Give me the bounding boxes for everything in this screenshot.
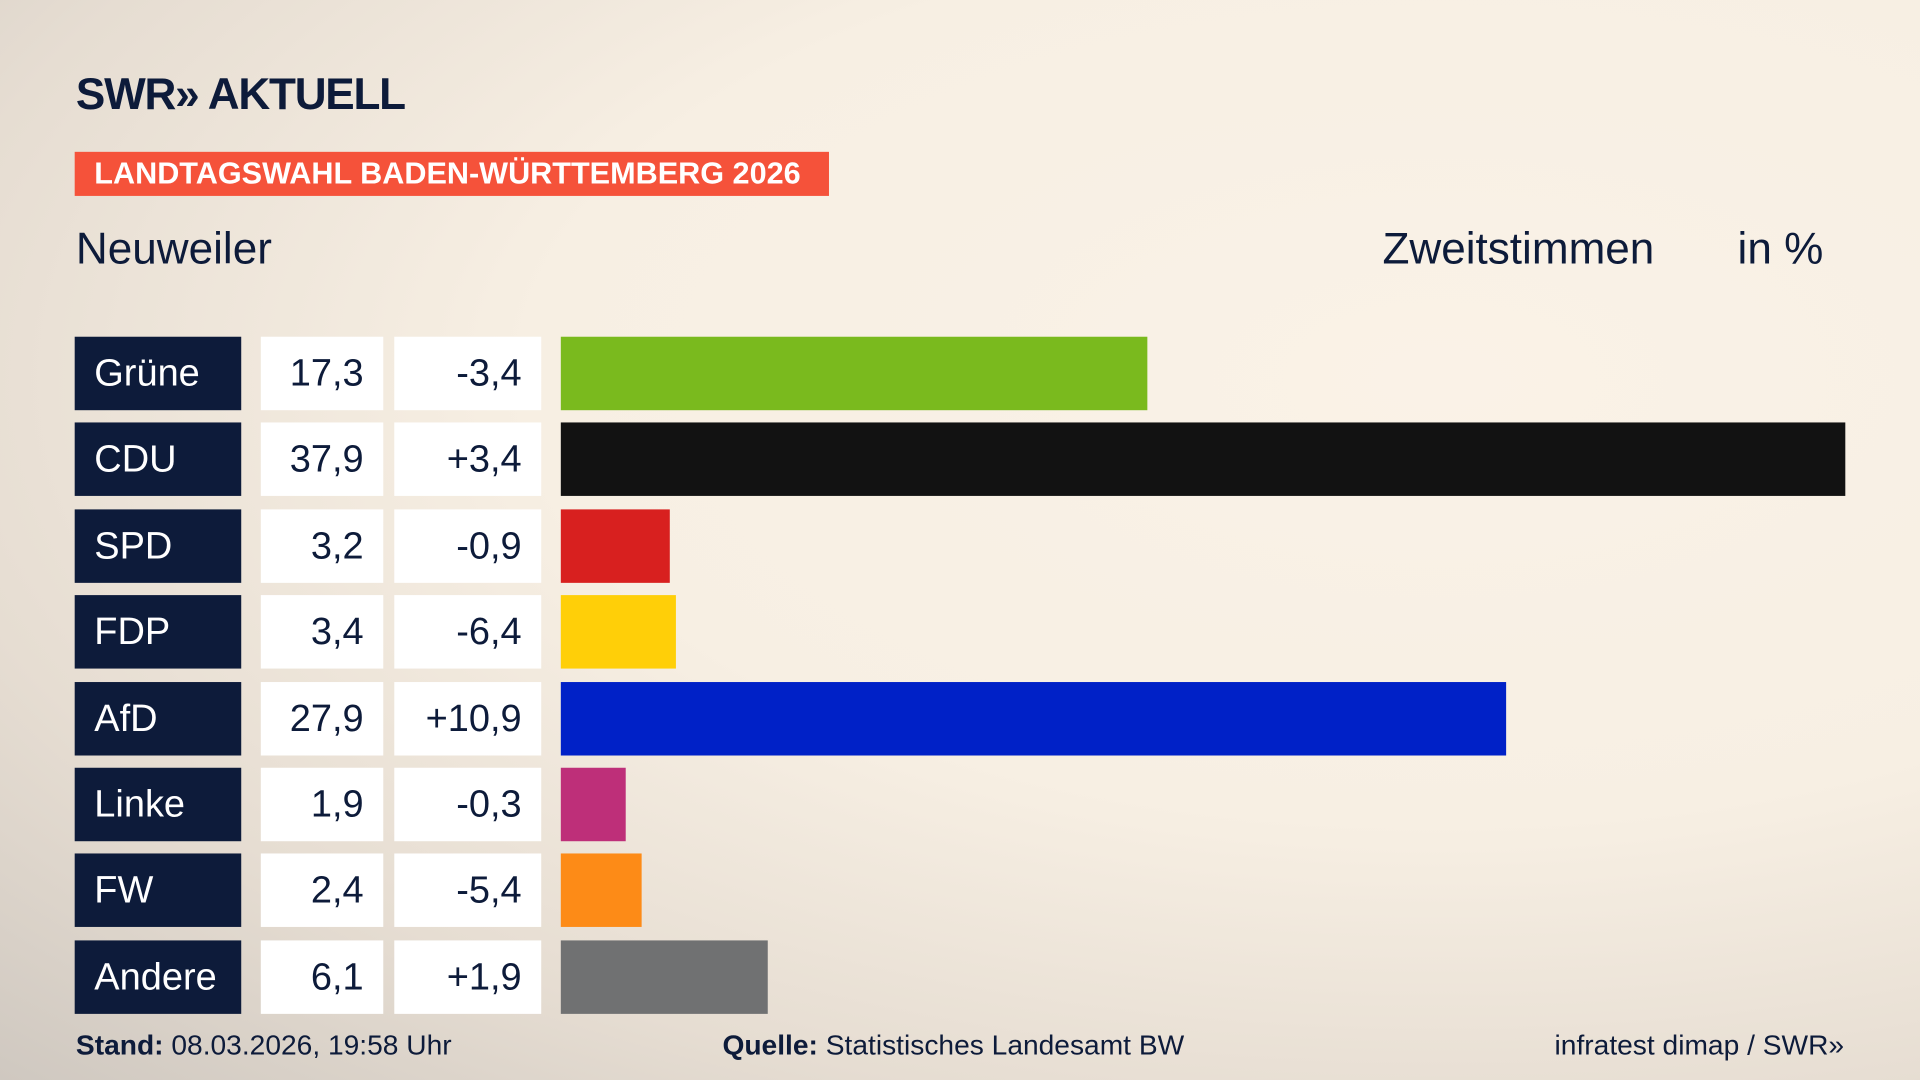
change-label: -5,4 — [394, 853, 542, 928]
bar-andere — [560, 940, 768, 1014]
value-label: 27,9 — [260, 681, 384, 756]
source-value: Statistisches Landesamt BW — [825, 1028, 1185, 1061]
value-label: 37,9 — [260, 422, 384, 497]
change-label: -3,4 — [394, 336, 542, 411]
party-label: Andere — [74, 940, 242, 1014]
bar-cdu — [560, 422, 1846, 497]
bar-linke — [560, 767, 626, 842]
unit-label: in % — [1737, 222, 1824, 274]
party-label: Grüne — [74, 336, 242, 411]
bar-afd — [560, 681, 1507, 756]
change-label: +10,9 — [394, 681, 542, 756]
source-label: Quelle: — [722, 1028, 818, 1061]
change-label: +3,4 — [394, 422, 542, 497]
election-title: LANDTAGSWAHL BADEN-WÜRTTEMBERG 2026 — [74, 151, 829, 196]
credit: infratest dimap / SWR» — [1554, 1028, 1845, 1061]
source: Quelle: Statistisches Landesamt BW — [722, 1029, 1184, 1062]
bar-fw — [560, 853, 643, 928]
party-label: SPD — [74, 509, 242, 583]
swr-aktuell-logo: SWR» AKTUELL — [75, 68, 406, 119]
party-label: Linke — [74, 767, 242, 842]
bar-spd — [560, 509, 670, 583]
stand-value: 08.03.2026, 19:58 Uhr — [171, 1028, 452, 1061]
party-label: CDU — [74, 422, 242, 497]
change-label: -0,3 — [394, 767, 542, 842]
timestamp: Stand: 08.03.2026, 19:58 Uhr — [76, 1029, 452, 1062]
party-label: FDP — [74, 595, 242, 669]
value-label: 3,2 — [260, 509, 384, 583]
bar-fdp — [560, 595, 677, 669]
party-label: FW — [74, 853, 242, 928]
vote-type: Zweitstimmen — [1382, 222, 1655, 274]
change-label: -6,4 — [394, 595, 542, 669]
place-name: Neuweiler — [75, 222, 272, 274]
value-label: 17,3 — [260, 336, 384, 411]
change-label: -0,9 — [394, 509, 542, 583]
value-label: 6,1 — [260, 940, 384, 1014]
change-label: +1,9 — [394, 940, 542, 1014]
bar-grüne — [560, 336, 1148, 411]
value-label: 2,4 — [260, 853, 384, 928]
value-label: 3,4 — [260, 595, 384, 669]
party-label: AfD — [74, 681, 242, 756]
value-label: 1,9 — [260, 767, 384, 842]
stand-label: Stand: — [75, 1028, 164, 1061]
